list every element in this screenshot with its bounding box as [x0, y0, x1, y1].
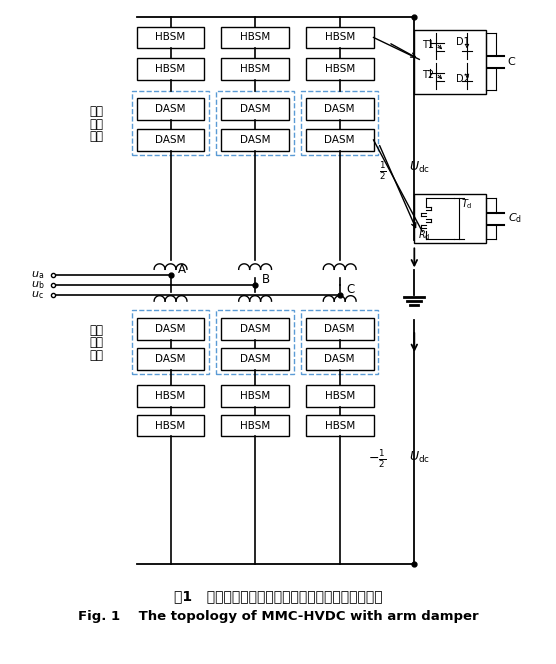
Text: T2: T2: [422, 70, 434, 80]
Text: DASM: DASM: [240, 135, 270, 145]
Text: $-\frac{1}{2}$: $-\frac{1}{2}$: [369, 448, 386, 470]
Text: HBSM: HBSM: [325, 33, 355, 42]
Bar: [137, 348, 205, 370]
Text: DASM: DASM: [325, 354, 355, 364]
Text: HBSM: HBSM: [240, 420, 270, 430]
Text: DASM: DASM: [325, 135, 355, 145]
Text: $\frac{1}{2}$: $\frac{1}{2}$: [379, 160, 386, 182]
Text: DASM: DASM: [240, 354, 270, 364]
Text: HBSM: HBSM: [156, 390, 186, 400]
Bar: [306, 318, 374, 340]
Bar: [137, 318, 205, 340]
Text: $U_{\rm dc}$: $U_{\rm dc}$: [409, 160, 430, 175]
Text: 阻尼: 阻尼: [89, 337, 103, 349]
Bar: [221, 414, 289, 436]
Text: C: C: [346, 283, 355, 295]
Bar: [137, 98, 205, 120]
Bar: [221, 27, 289, 48]
Bar: [221, 318, 289, 340]
Text: HBSM: HBSM: [156, 64, 186, 74]
Text: DASM: DASM: [325, 104, 355, 114]
Bar: [216, 310, 294, 374]
Text: 桥臂: 桥臂: [89, 323, 103, 337]
Text: D1: D1: [456, 37, 470, 47]
Text: HBSM: HBSM: [325, 64, 355, 74]
Text: 阻尼: 阻尼: [89, 118, 103, 131]
Text: $U_{\rm dc}$: $U_{\rm dc}$: [409, 450, 430, 465]
Text: 模块: 模块: [89, 349, 103, 363]
Bar: [306, 414, 374, 436]
Bar: [221, 129, 289, 151]
Bar: [137, 129, 205, 151]
Text: HBSM: HBSM: [156, 33, 186, 42]
Bar: [132, 91, 210, 155]
Bar: [414, 194, 486, 244]
Text: 图1   具有桥臂阻尼的模块化多电平换流器的拓扑结构: 图1 具有桥臂阻尼的模块化多电平换流器的拓扑结构: [173, 590, 383, 604]
Text: DASM: DASM: [155, 135, 186, 145]
Bar: [221, 98, 289, 120]
Text: B: B: [262, 273, 270, 286]
Text: $u_{\mathrm{a}}$: $u_{\mathrm{a}}$: [31, 270, 44, 281]
Bar: [221, 384, 289, 406]
Text: Fig. 1    The topology of MMC-HVDC with arm damper: Fig. 1 The topology of MMC-HVDC with arm…: [78, 610, 478, 623]
Bar: [306, 384, 374, 406]
Bar: [221, 348, 289, 370]
Text: D2: D2: [456, 74, 470, 84]
Text: $u_{\mathrm{c}}$: $u_{\mathrm{c}}$: [31, 290, 44, 301]
Bar: [414, 29, 486, 94]
Bar: [137, 384, 205, 406]
Text: $C_{\rm d}$: $C_{\rm d}$: [508, 212, 522, 226]
Bar: [306, 129, 374, 151]
Bar: [301, 310, 379, 374]
Text: $u_{\mathrm{b}}$: $u_{\mathrm{b}}$: [31, 280, 44, 291]
Text: HBSM: HBSM: [240, 64, 270, 74]
Text: HBSM: HBSM: [156, 420, 186, 430]
Bar: [137, 27, 205, 48]
Bar: [137, 58, 205, 80]
Text: 模块: 模块: [89, 131, 103, 143]
Bar: [306, 348, 374, 370]
Text: DASM: DASM: [155, 324, 186, 334]
Text: T1: T1: [422, 41, 434, 50]
Bar: [137, 414, 205, 436]
Text: DASM: DASM: [155, 354, 186, 364]
Text: $R_{\rm d}$: $R_{\rm d}$: [418, 228, 431, 242]
Bar: [221, 58, 289, 80]
Text: DASM: DASM: [155, 104, 186, 114]
Bar: [132, 310, 210, 374]
Text: 桥臂: 桥臂: [89, 105, 103, 118]
Text: A: A: [177, 263, 186, 276]
Text: $T_{\rm d}$: $T_{\rm d}$: [461, 197, 473, 210]
Bar: [306, 27, 374, 48]
Text: HBSM: HBSM: [240, 390, 270, 400]
Text: C: C: [508, 57, 515, 67]
Text: HBSM: HBSM: [240, 33, 270, 42]
Bar: [306, 58, 374, 80]
Bar: [306, 98, 374, 120]
Text: DASM: DASM: [240, 104, 270, 114]
Text: DASM: DASM: [325, 324, 355, 334]
Text: HBSM: HBSM: [325, 420, 355, 430]
Bar: [301, 91, 379, 155]
Text: DASM: DASM: [240, 324, 270, 334]
Bar: [216, 91, 294, 155]
Text: HBSM: HBSM: [325, 390, 355, 400]
